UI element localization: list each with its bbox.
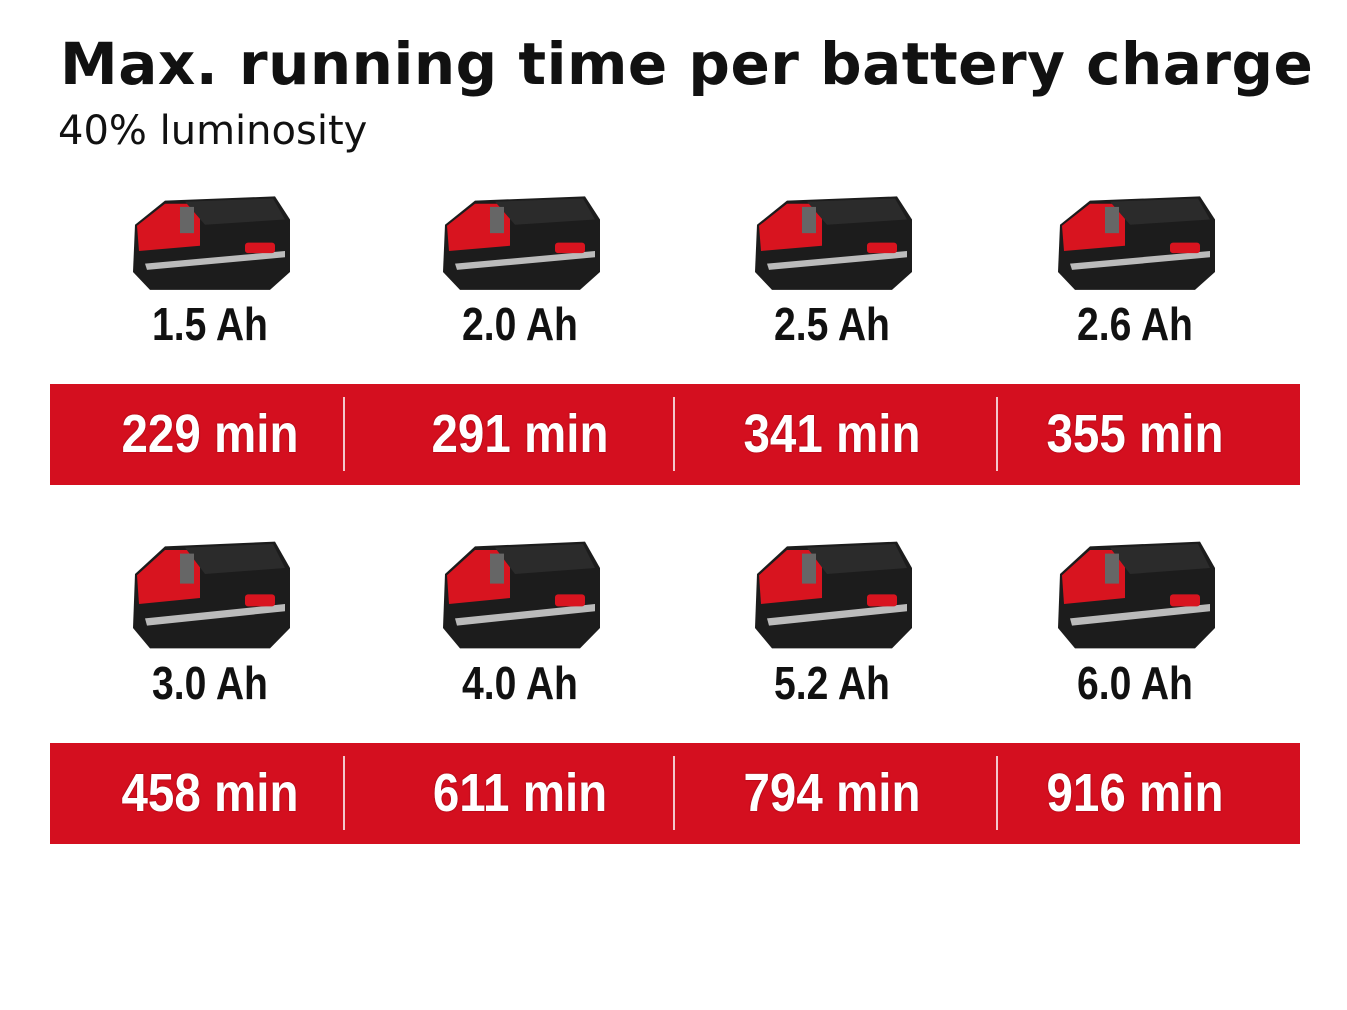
battery-pack-icon [682,188,982,293]
column-divider [343,756,345,830]
battery-pack-icon [682,532,982,652]
runtime-bar: 458 min 611 min 794 min 916 min [50,743,1300,844]
battery-item: 2.5 Ah [682,188,982,351]
runtime-value: 355 min [1046,404,1224,464]
battery-capacity: 5.2 Ah [774,657,890,709]
column-divider [673,397,675,471]
runtime-value: 794 min [743,763,921,823]
battery-pack-icon [370,532,670,652]
battery-pack-icon [985,188,1285,293]
battery-item: 1.5 Ah [60,188,360,351]
battery-capacity: 2.5 Ah [774,298,890,350]
column-divider [343,397,345,471]
battery-capacity: 1.5 Ah [152,298,268,350]
battery-pack-icon [60,532,360,652]
page-title: Max. running time per battery charge [60,30,1314,98]
battery-capacity: 2.0 Ah [462,298,578,350]
battery-capacity: 3.0 Ah [152,657,268,709]
column-divider [996,397,998,471]
battery-pack-icon [370,188,670,293]
column-divider [673,756,675,830]
battery-capacity: 6.0 Ah [1077,657,1193,709]
runtime-value: 341 min [743,404,921,464]
battery-capacity: 2.6 Ah [1077,298,1193,350]
battery-item: 2.6 Ah [985,188,1285,351]
runtime-value: 229 min [121,404,299,464]
battery-capacity: 4.0 Ah [462,657,578,709]
battery-pack-icon [60,188,360,293]
page-subtitle: 40% luminosity [58,108,368,154]
battery-item: 4.0 Ah [370,532,670,710]
battery-item: 2.0 Ah [370,188,670,351]
column-divider [996,756,998,830]
runtime-value: 611 min [432,763,608,823]
battery-item: 5.2 Ah [682,532,982,710]
runtime-value: 916 min [1046,763,1224,823]
runtime-value: 291 min [431,404,609,464]
runtime-bar: 229 min 291 min 341 min 355 min [50,384,1300,485]
runtime-value: 458 min [121,763,299,823]
battery-item: 3.0 Ah [60,532,360,710]
battery-pack-icon [985,532,1285,652]
battery-item: 6.0 Ah [985,532,1285,710]
